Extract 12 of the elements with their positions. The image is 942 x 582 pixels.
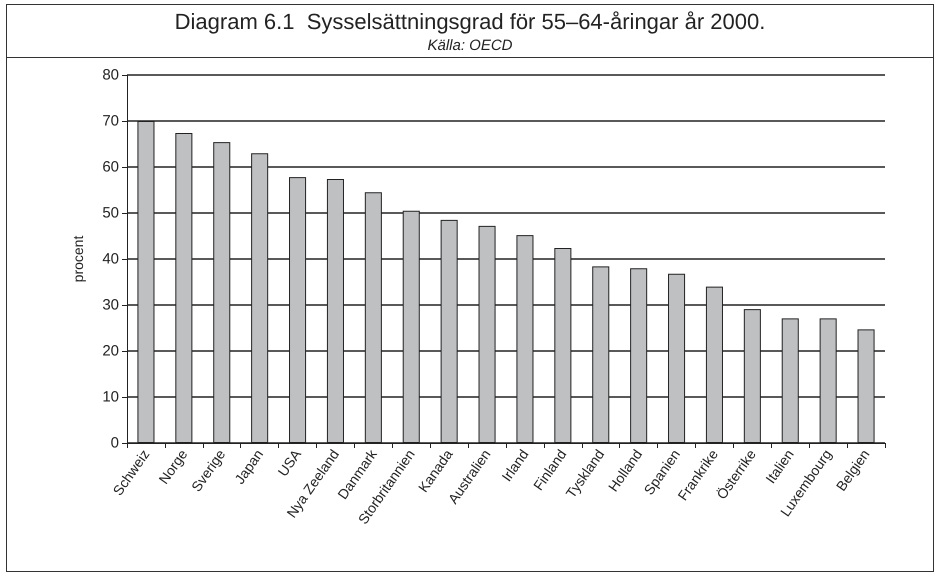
y-tick-label: 40 (102, 250, 119, 268)
y-tick-label: 50 (102, 204, 119, 222)
y-tick-label: 60 (102, 158, 119, 176)
y-tick-label: 80 (102, 66, 119, 84)
y-tick-label: 20 (102, 342, 119, 360)
y-tick-label: 0 (110, 434, 119, 452)
chart-subtitle: Källa: OECD (426, 36, 514, 54)
y-tick-label: 30 (102, 296, 119, 314)
y-axis-title: procent (70, 236, 86, 282)
chart-title: Diagram 6.1 Sysselsättningsgrad för 55–64-åringar år 2000. (174, 8, 766, 35)
y-tick-label: 10 (102, 388, 119, 406)
y-tick-label: 70 (102, 112, 119, 130)
